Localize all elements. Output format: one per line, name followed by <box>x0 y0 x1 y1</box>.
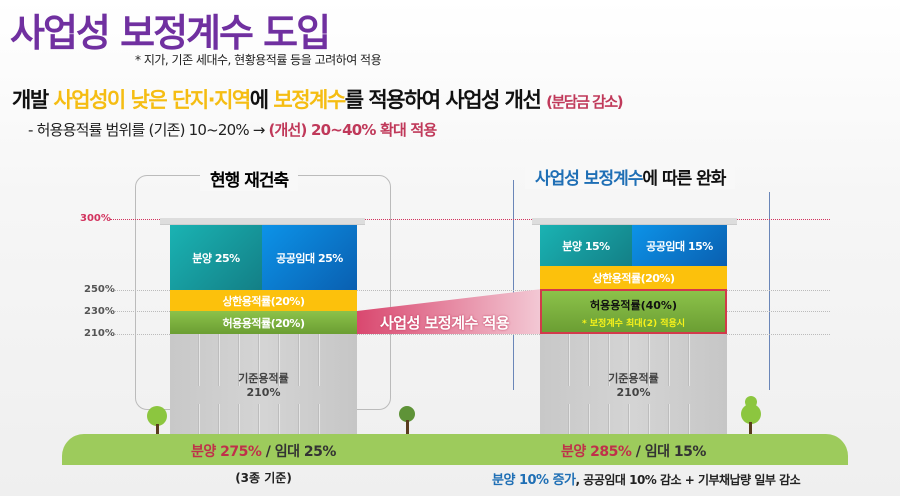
line-210 <box>110 334 830 335</box>
line-250 <box>110 290 830 291</box>
label-230: 230% <box>84 306 115 317</box>
left-footnote: (3종 기준) <box>235 471 292 485</box>
tree-icon <box>741 404 761 424</box>
left-base-block: 기준용적률 210% <box>170 334 357 435</box>
tree-icon <box>399 406 415 422</box>
right-allowed-block: 허용용적률(40%) * 보정계수 최대(2) 적용시 <box>540 289 727 334</box>
right-base-block: 기준용적률 210% <box>540 334 727 435</box>
arrow-band <box>357 289 542 334</box>
arrow-label: 사업성 보정계수 적용 <box>380 314 510 332</box>
tree-trunk <box>406 420 409 434</box>
left-ground-summary: 분양 275% / 임대 25% <box>191 444 336 460</box>
right-sale-block: 분양 15% <box>540 225 632 266</box>
left-rental-block: 공공임대 25% <box>262 225 357 290</box>
left-sale-block: 분양 25% <box>170 225 262 290</box>
right-base-value: 210% <box>616 386 651 399</box>
right-bracket-right <box>769 192 770 390</box>
subline: - 허용용적률 범위를 (기존) 10~20% → (개선) 20~40% 확대… <box>28 121 437 139</box>
label-300: 300% <box>80 213 111 224</box>
ground <box>62 434 848 465</box>
right-allowed-note: * 보정계수 최대(2) 적용시 <box>581 319 686 329</box>
left-cornice <box>160 218 365 225</box>
right-base-label: 기준용적률 <box>608 372 659 385</box>
page-title: 사업성 보정계수 도입 <box>10 11 331 55</box>
right-cornice <box>532 218 737 225</box>
tree-icon <box>147 406 167 426</box>
label-250: 250% <box>84 284 115 295</box>
tree-trunk <box>156 424 159 434</box>
left-base-value: 210% <box>246 386 281 399</box>
left-allowed-block: 허용용적률(20%) <box>170 311 357 334</box>
right-ground-summary: 분양 285% / 임대 15% <box>561 444 706 460</box>
right-allowed-label: 허용용적률(40%) <box>590 299 677 312</box>
line-300 <box>110 219 830 220</box>
headline: 개발 사업성이 낮은 단지·지역에 보정계수를 적용하여 사업성 개선 (분담금… <box>12 88 624 112</box>
label-210: 210% <box>84 328 115 339</box>
left-base-label: 기준용적률 <box>238 372 289 385</box>
tree-trunk <box>749 422 752 434</box>
left-title: 현행 재건축 <box>200 166 299 191</box>
right-title: 사업성 보정계수에 따른 완화 <box>525 164 736 189</box>
right-rental-block: 공공임대 15% <box>632 225 727 266</box>
right-bracket-left <box>513 180 514 390</box>
left-upper-block: 상한용적률(20%) <box>170 290 357 311</box>
note: * 지가, 기존 세대수, 현황용적률 등을 고려하여 적용 <box>135 53 382 67</box>
right-footnote: 분양 10% 증가, 공공임대 10% 감소 + 기부채납량 일부 감소 <box>492 473 801 488</box>
right-upper-block: 상한용적률(20%) <box>540 266 727 289</box>
